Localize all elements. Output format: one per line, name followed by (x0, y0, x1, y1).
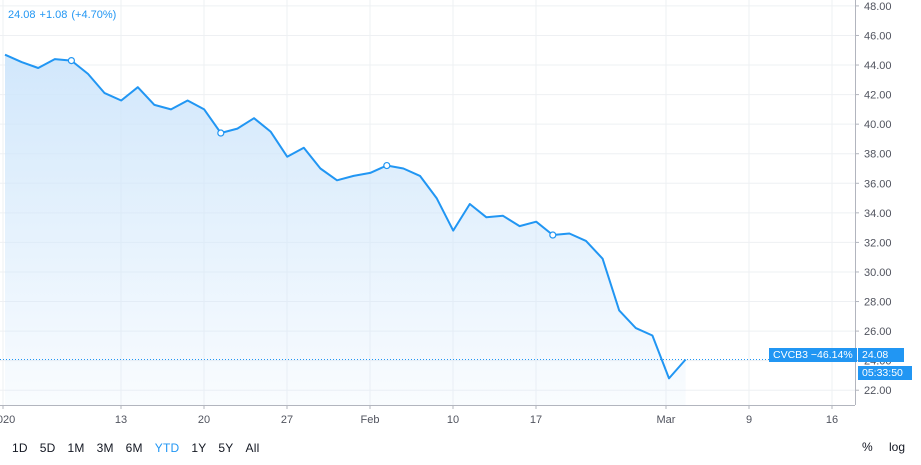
x-tick-label: 20 (198, 414, 210, 426)
price-tag: 24.08 (858, 348, 904, 362)
data-point-marker (67, 57, 76, 65)
x-tick-label: 2020 (0, 414, 15, 426)
range-button-1d[interactable]: 1D (12, 441, 28, 455)
x-tick-label: Feb (361, 414, 380, 426)
y-tick-label: 48.00 (864, 1, 892, 13)
range-button-ytd[interactable]: YTD (154, 441, 180, 455)
y-tick-label: 30.00 (864, 267, 892, 279)
price-change: +1.08 (39, 9, 68, 21)
x-tick-label: Mar (657, 414, 676, 426)
y-tick-label: 42.00 (864, 90, 892, 102)
range-button-6m[interactable]: 6M (125, 441, 143, 455)
data-point-marker (549, 231, 557, 239)
x-tick-label: 9 (746, 414, 752, 426)
percent-scale-button[interactable]: % (862, 440, 873, 454)
y-tick-label: 22.00 (864, 385, 892, 397)
range-button-5d[interactable]: 5D (39, 441, 56, 455)
area-fill (5, 54, 686, 405)
y-tick-label: 46.00 (864, 30, 892, 42)
data-point-marker (383, 161, 391, 170)
y-tick-label: 40.00 (864, 119, 892, 131)
y-tick-label: 36.00 (864, 178, 892, 190)
countdown-tag: 05:33:50 (858, 366, 912, 380)
header-quote: 24.08 +1.08 (+4.70%) (8, 9, 120, 21)
y-tick-label: 44.00 (864, 60, 892, 72)
x-tick-label: 13 (115, 414, 127, 426)
y-tick-label: 32.00 (864, 237, 892, 249)
y-tick-label: 26.00 (864, 326, 892, 338)
range-button-3m[interactable]: 3M (96, 441, 114, 455)
data-point-marker (217, 129, 225, 137)
price-line (4, 53, 687, 380)
x-tick-label: 10 (447, 414, 459, 426)
range-button-all[interactable]: All (245, 441, 260, 455)
x-tick-label: 17 (530, 414, 542, 426)
range-toolbar: 1D 5D 1M 3M 6M YTD 1Y 5Y All (12, 439, 271, 457)
y-tick-label: 34.00 (864, 208, 892, 220)
log-scale-button[interactable]: log (889, 440, 906, 454)
x-tick-label: 16 (826, 414, 838, 426)
range-button-1y[interactable]: 1Y (191, 441, 207, 455)
x-tick-label: 27 (281, 414, 293, 426)
y-tick-label: 38.00 (864, 149, 892, 161)
range-button-5y[interactable]: 5Y (218, 441, 234, 455)
range-button-1m[interactable]: 1M (67, 441, 85, 455)
y-tick-label: 28.00 (864, 297, 892, 309)
last-price: 24.08 (8, 9, 36, 21)
price-change-percent: (+4.70%) (71, 9, 117, 21)
symbol-change-tag: CVCB3 −46.14% (769, 348, 857, 362)
